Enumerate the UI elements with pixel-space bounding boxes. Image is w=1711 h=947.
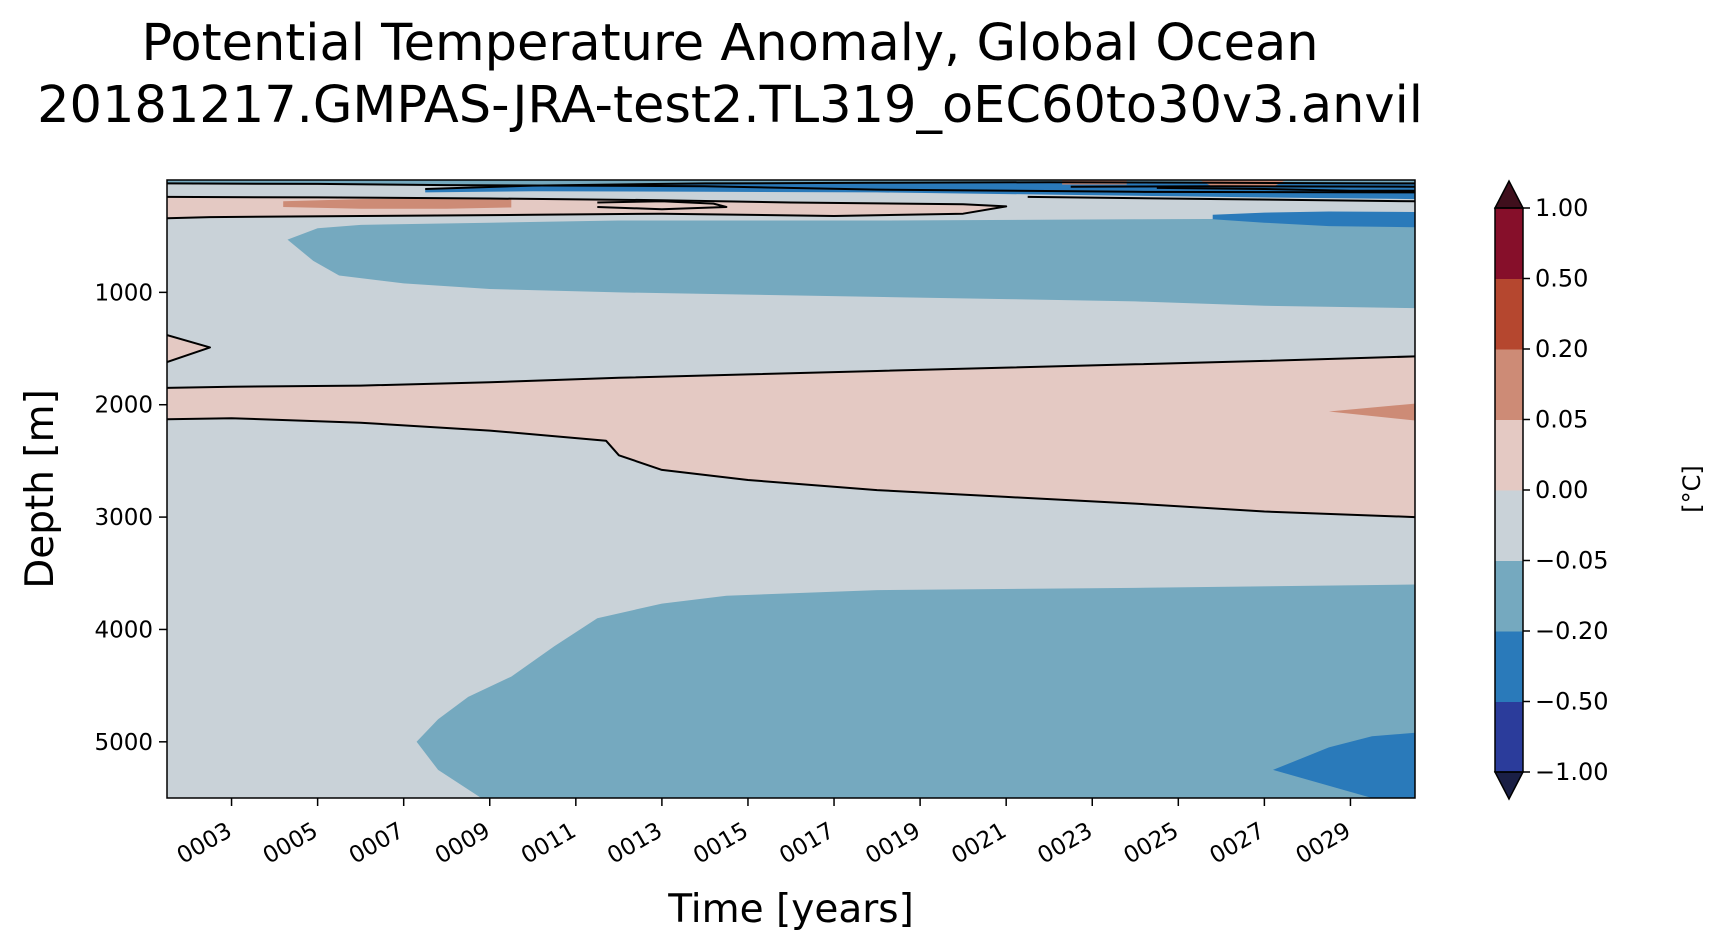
contour-region-5 <box>287 218 1415 309</box>
contour-region-13 <box>1328 403 1415 421</box>
x-tick-label-0005: 0005 <box>259 818 323 870</box>
chart-title-line1: Potential Temperature Anomaly, Global Oc… <box>141 14 1318 73</box>
x-tick-label-0007: 0007 <box>345 818 409 870</box>
plot-frame <box>166 179 1416 799</box>
y-tick-label-2000: 2000 <box>94 393 153 419</box>
colorbar-segment-4 <box>1495 419 1523 491</box>
contour-lines <box>167 181 1415 519</box>
chart-title-line2: 20181217.GMPAS-JRA-test2.TL319_oEC60to30… <box>37 76 1423 135</box>
colorbar-tick-label-2: −0.20 <box>1535 617 1609 645</box>
colorbar-extend-over <box>1493 179 1525 209</box>
colorbar-extend-under <box>1493 771 1525 801</box>
y-tick-label-4000: 4000 <box>94 617 153 643</box>
x-tick-label-0013: 0013 <box>603 818 667 870</box>
colorbar-tick-label-5: 0.05 <box>1535 406 1588 434</box>
x-tick-label-0023: 0023 <box>1033 818 1097 870</box>
y-tick-label-5000: 5000 <box>94 730 153 756</box>
colorbar-tick-label-3: −0.05 <box>1535 547 1609 575</box>
x-tick-label-0021: 0021 <box>947 818 1011 870</box>
colorbar: −1.00 −0.50 −0.20 −0.05 0.00 0.05 0.20 0.50 1.00 <box>1493 179 1609 801</box>
x-tick-label-0009: 0009 <box>431 818 495 870</box>
colorbar-tick-label-6: 0.20 <box>1535 335 1588 363</box>
contour-line-9 <box>1156 186 1415 192</box>
colorbar-segment-6 <box>1495 278 1523 350</box>
colorbar-segment-3 <box>1495 490 1523 561</box>
colorbar-segment-0 <box>1495 701 1523 773</box>
colorbar-segment-1 <box>1495 631 1523 702</box>
contour-line-3 <box>167 195 1008 220</box>
colorbar-tick-label-7: 0.50 <box>1535 265 1588 293</box>
colorbar-tick-label-0: −1.00 <box>1535 758 1609 786</box>
colorbar-label: [°C] <box>1678 465 1706 512</box>
y-tick-label-1000: 1000 <box>94 280 153 306</box>
x-tick-label-0025: 0025 <box>1119 818 1183 870</box>
x-tick-label-0017: 0017 <box>775 818 839 870</box>
plot-area <box>167 180 1415 798</box>
x-axis-label: Time [years] <box>667 887 914 932</box>
x-tick-label-0027: 0027 <box>1206 818 1270 870</box>
y-axis-label: Depth [m] <box>18 389 63 589</box>
contour-line-8 <box>1027 195 1415 203</box>
contour-line-0 <box>167 355 1415 389</box>
contour-region-2 <box>167 335 210 362</box>
colorbar-tick-label-1: −0.50 <box>1535 688 1609 716</box>
filled-contours <box>167 180 1415 798</box>
x-tick-label-0015: 0015 <box>689 818 753 870</box>
colorbar-segment-2 <box>1495 560 1523 632</box>
contour-region-3 <box>416 584 1415 798</box>
colorbar-segment-5 <box>1495 349 1523 420</box>
contour-line-7 <box>1070 185 1415 188</box>
y-axis: 1000 2000 3000 4000 5000 <box>94 280 167 756</box>
x-axis: 0003 0005 0007 0009 0011 0013 0015 0017 0019 0021… <box>173 798 1356 870</box>
contour-region-4 <box>1273 732 1415 798</box>
x-tick-label-0019: 0019 <box>861 818 925 870</box>
x-tick-label-0003: 0003 <box>173 818 237 870</box>
colorbar-segment-7 <box>1495 208 1523 279</box>
x-tick-label-0029: 0029 <box>1292 818 1356 870</box>
colorbar-tick-label-4: 0.00 <box>1535 476 1588 504</box>
contour-region-10 <box>1212 211 1415 228</box>
colorbar-tick-label-8: 1.00 <box>1535 194 1588 222</box>
contour-line-1 <box>167 417 1415 519</box>
x-tick-label-0011: 0011 <box>517 818 581 870</box>
contour-line-6 <box>597 200 728 211</box>
contour-line-2 <box>167 334 211 363</box>
y-tick-label-3000: 3000 <box>94 505 153 531</box>
contour-region-7 <box>283 198 512 209</box>
contour-line-5 <box>167 182 1415 194</box>
contour-region-1 <box>167 356 1415 518</box>
